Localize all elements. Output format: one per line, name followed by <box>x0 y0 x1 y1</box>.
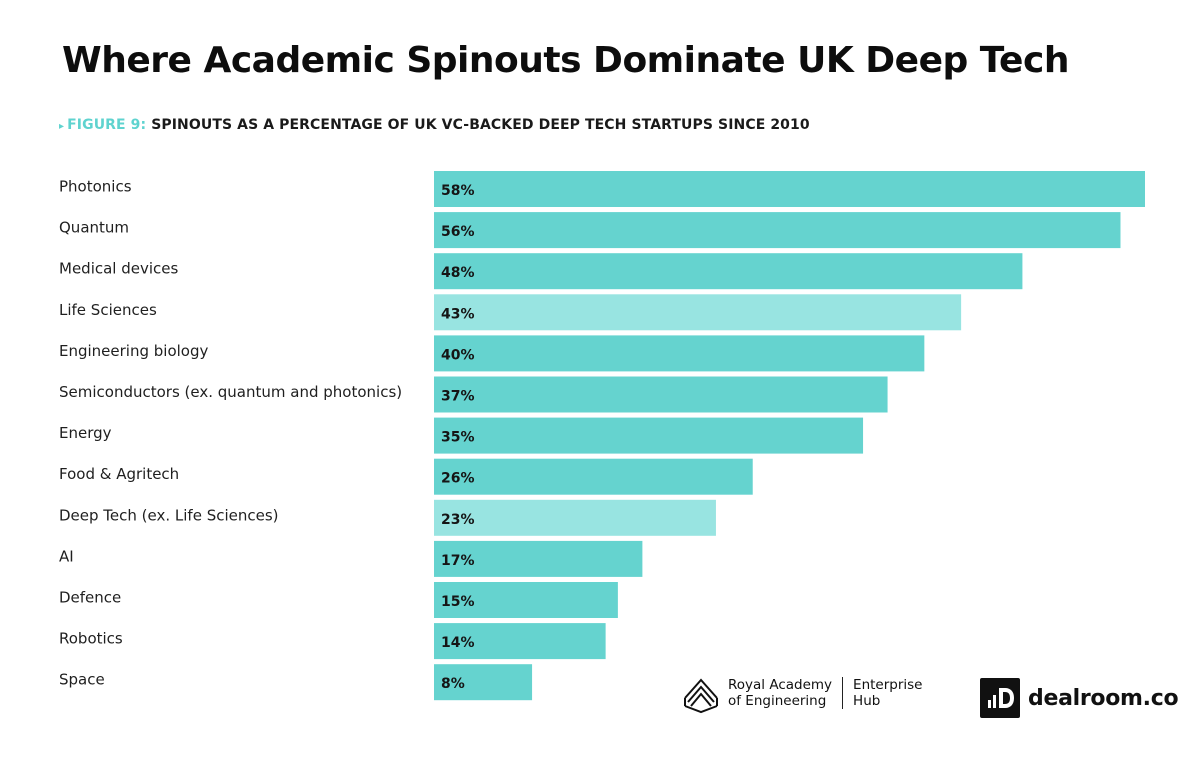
bar-ai <box>434 540 643 577</box>
bar-life-sciences <box>434 294 962 331</box>
value-label: 35% <box>441 430 475 446</box>
hub-line-2: Hub <box>853 693 881 709</box>
value-label: 14% <box>441 635 475 651</box>
value-label: 23% <box>441 512 475 528</box>
figure-number: FIGURE 9: <box>67 117 147 133</box>
category-label: Space <box>59 671 105 689</box>
value-label: 17% <box>441 553 475 569</box>
bar-food-agritech <box>434 458 753 495</box>
logo-divider <box>842 677 844 709</box>
value-label: 8% <box>441 676 465 692</box>
hub-line-1: Enterprise <box>853 677 923 693</box>
category-label: Semiconductors (ex. quantum and photonic… <box>59 383 402 401</box>
category-label: Energy <box>59 424 112 442</box>
bar-quantum <box>434 212 1121 249</box>
bar-energy <box>434 417 864 454</box>
bar-deep-tech-ex-life-sciences <box>434 499 716 536</box>
dealroom-logo: dealroom.co <box>980 678 1179 718</box>
value-label: 48% <box>441 265 475 281</box>
bar-photonics <box>434 171 1145 207</box>
bar-robotics <box>434 623 606 660</box>
dealroom-wordmark: dealroom.co <box>1028 685 1179 711</box>
subtitle-text: SPINOUTS AS A PERCENTAGE OF UK VC-BACKED… <box>151 117 810 133</box>
category-label: Deep Tech (ex. Life Sciences) <box>59 506 279 524</box>
value-label: 15% <box>441 594 475 610</box>
rae-line-2: of Engineering <box>728 693 827 709</box>
dealroom-d-icon <box>980 678 1020 718</box>
value-label: 37% <box>441 389 475 405</box>
category-label: Engineering biology <box>59 342 209 360</box>
value-label: 58% <box>441 183 475 199</box>
category-label: AI <box>59 547 74 565</box>
category-label: Defence <box>59 589 121 607</box>
bar-defence <box>434 582 618 618</box>
value-label: 43% <box>441 306 475 322</box>
category-label: Food & Agritech <box>59 465 179 483</box>
chart-title: Where Academic Spinouts Dominate UK Deep… <box>62 40 1069 81</box>
royal-academy-emblem-icon <box>684 678 718 714</box>
category-label: Robotics <box>59 630 123 648</box>
category-label: Medical devices <box>59 260 179 278</box>
value-label: 40% <box>441 347 475 363</box>
rae-wordmark: Royal Academy of Engineering <box>728 677 832 709</box>
category-label: Life Sciences <box>59 301 157 319</box>
triangle-bullet-icon: ▸ <box>59 121 65 132</box>
value-label: 26% <box>441 471 475 487</box>
enterprise-hub-wordmark: Enterprise Hub <box>853 677 922 709</box>
rae-line-1: Royal Academy <box>728 677 833 693</box>
value-label: 56% <box>441 224 475 240</box>
bar-medical-devices <box>434 253 1023 290</box>
category-label: Photonics <box>59 178 132 196</box>
chart-subtitle: ▸ FIGURE 9: SPINOUTS AS A PERCENTAGE OF U… <box>59 117 810 133</box>
bar-semiconductors-ex-quantum-and-photonics <box>434 376 888 413</box>
bar-engineering-biology <box>434 335 925 372</box>
bar-space <box>434 664 533 701</box>
category-label: Quantum <box>59 219 129 237</box>
